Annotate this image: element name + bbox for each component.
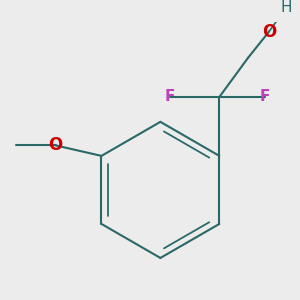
Text: F: F: [164, 89, 175, 104]
Text: O: O: [49, 136, 63, 154]
Text: H: H: [280, 1, 292, 16]
Text: O: O: [262, 22, 276, 40]
Text: F: F: [260, 89, 270, 104]
